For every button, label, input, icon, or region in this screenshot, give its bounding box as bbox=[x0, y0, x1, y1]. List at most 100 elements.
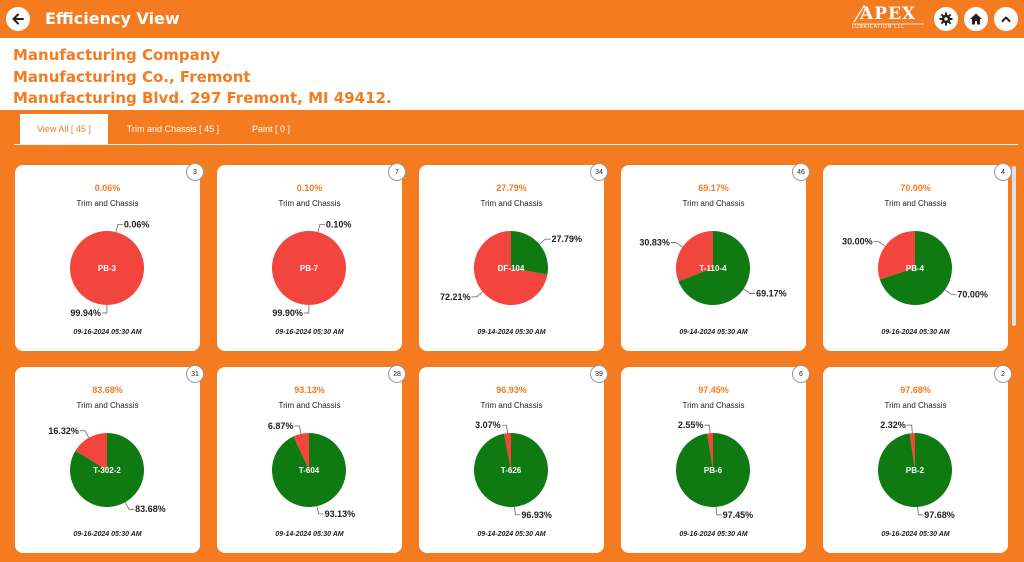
count-badge: 34 bbox=[590, 163, 608, 181]
pie-slice-red bbox=[75, 433, 107, 470]
efficiency-card[interactable]: 4 70.00% Trim and Chassis 70.00% 30.00% PB-4 0… bbox=[823, 163, 1012, 351]
tab-trim-and-chassis[interactable]: Trim and Chassis [ 45 ] bbox=[126, 124, 220, 134]
company-address: Manufacturing Blvd. 297 Fremont, MI 4941… bbox=[13, 89, 392, 107]
red-percent-label: 16.32% bbox=[48, 426, 79, 436]
back-button[interactable] bbox=[6, 7, 30, 31]
logo-tagline: LUBRICATION LLC bbox=[852, 24, 905, 30]
efficiency-percent: 97.68% bbox=[900, 385, 931, 395]
pie-slice-red bbox=[707, 433, 713, 470]
red-percent-label: 99.90% bbox=[272, 308, 303, 318]
efficiency-percent: 0.10% bbox=[296, 183, 323, 193]
pie-slice-red bbox=[474, 231, 548, 305]
efficiency-percent: 0.06% bbox=[94, 183, 121, 193]
category-label: Trim and Chassis bbox=[480, 199, 543, 208]
efficiency-card[interactable]: 34 27.79% Trim and Chassis 27.79% 72.21% DF-1… bbox=[419, 163, 608, 351]
leader-line bbox=[704, 424, 711, 434]
green-percent-label: 0.06% bbox=[124, 219, 150, 229]
leader-line bbox=[670, 242, 683, 248]
timestamp: 09-16-2024 05:30 AM bbox=[73, 531, 142, 538]
filter-tabs: View All [ 45 ] Trim and Chassis [ 45 ] … bbox=[0, 110, 1024, 152]
efficiency-pie-chart: 83.68% 16.32% T-302-2 bbox=[48, 426, 165, 514]
timestamp: 09-14-2024 05:30 AM bbox=[275, 531, 344, 538]
red-percent-label: 30.00% bbox=[842, 237, 873, 247]
leader-line bbox=[514, 506, 521, 516]
red-percent-label: 2.32% bbox=[880, 420, 906, 430]
machine-id-label: T-110-4 bbox=[699, 264, 727, 273]
pie-slice-red bbox=[676, 231, 713, 282]
red-percent-label: 30.83% bbox=[639, 238, 670, 248]
leader-line bbox=[917, 506, 924, 516]
machine-id-label: PB-3 bbox=[98, 264, 117, 273]
category-label: Trim and Chassis bbox=[278, 401, 341, 410]
settings-button[interactable] bbox=[934, 7, 958, 31]
tab-view-all[interactable]: View All [ 45 ] bbox=[20, 114, 108, 144]
efficiency-percent: 83.68% bbox=[92, 385, 123, 395]
category-label: Trim and Chassis bbox=[884, 199, 947, 208]
timestamp: 09-14-2024 05:30 AM bbox=[477, 531, 546, 538]
gear-icon bbox=[939, 12, 953, 26]
leader-line bbox=[303, 304, 310, 314]
category-label: Trim and Chassis bbox=[884, 401, 947, 410]
pie-slice-green bbox=[678, 231, 750, 305]
efficiency-percent: 96.93% bbox=[496, 385, 527, 395]
efficiency-card[interactable]: 46 69.17% Trim and Chassis 69.17% 30.83% T-11… bbox=[621, 163, 810, 351]
pie-slice-red bbox=[909, 433, 915, 470]
efficiency-card[interactable]: 31 83.68% Trim and Chassis 83.68% 16.32% T-30… bbox=[15, 365, 204, 553]
category-label: Trim and Chassis bbox=[480, 401, 543, 410]
count-badge: 4 bbox=[994, 163, 1012, 181]
leader-line bbox=[471, 291, 483, 298]
leader-line bbox=[906, 424, 913, 434]
pie-slice-red bbox=[70, 231, 144, 305]
efficiency-card[interactable]: 7 0.10% Trim and Chassis 0.10% 99.90% PB-7 09-… bbox=[217, 163, 406, 351]
green-percent-label: 97.68% bbox=[924, 510, 955, 520]
efficiency-card[interactable]: 39 96.93% Trim and Chassis 96.93% 3.07% T-626… bbox=[419, 365, 608, 553]
efficiency-card[interactable]: 28 93.13% Trim and Chassis 93.13% 6.87% T-604… bbox=[217, 365, 406, 553]
green-percent-label: 27.79% bbox=[551, 234, 582, 244]
machine-id-label: PB-4 bbox=[906, 264, 925, 273]
category-label: Trim and Chassis bbox=[76, 199, 139, 208]
pie-slice-red bbox=[503, 433, 511, 470]
efficiency-pie-chart: 69.17% 30.83% T-110-4 bbox=[639, 231, 787, 305]
pie-slice-green bbox=[69, 433, 144, 507]
pie-slice-green bbox=[676, 433, 750, 507]
leader-line bbox=[539, 238, 551, 245]
efficiency-pie-chart: 70.00% 30.00% PB-4 bbox=[842, 231, 988, 305]
machine-id-label: T-302-2 bbox=[93, 466, 121, 475]
timestamp: 09-16-2024 05:30 AM bbox=[275, 329, 344, 336]
collapse-button[interactable] bbox=[994, 7, 1018, 31]
tab-paint[interactable]: Paint [ 0 ] bbox=[251, 124, 291, 134]
leader-line bbox=[317, 223, 325, 233]
green-percent-label: 69.17% bbox=[756, 288, 787, 298]
count-badge: 2 bbox=[994, 365, 1012, 383]
tabs-divider bbox=[14, 144, 1018, 145]
apex-logo: APEX LUBRICATION LLC bbox=[850, 4, 926, 32]
machine-id-label: PB-2 bbox=[906, 466, 925, 475]
efficiency-card[interactable]: 6 97.45% Trim and Chassis 97.45% 2.55% PB-6 09… bbox=[621, 365, 810, 553]
efficiency-pie-chart: 97.45% 2.55% PB-6 bbox=[676, 420, 753, 520]
machine-id-label: PB-6 bbox=[704, 466, 723, 475]
category-label: Trim and Chassis bbox=[278, 199, 341, 208]
efficiency-card[interactable]: 3 0.06% Trim and Chassis 0.06% 99.94% PB-3 09-… bbox=[15, 163, 204, 351]
red-percent-label: 3.07% bbox=[475, 420, 501, 430]
pie-slice-green bbox=[474, 433, 548, 507]
efficiency-card[interactable]: 2 97.68% Trim and Chassis 97.68% 2.32% PB-2 09… bbox=[823, 365, 1012, 553]
top-bar: Efficiency View APEX LUBRICATION LLC bbox=[0, 0, 1024, 38]
green-percent-label: 96.93% bbox=[521, 510, 552, 520]
company-header: Manufacturing Company Manufacturing Co.,… bbox=[0, 38, 1024, 110]
machine-id-label: PB-7 bbox=[300, 264, 319, 273]
red-percent-label: 2.55% bbox=[678, 420, 704, 430]
efficiency-percent: 69.17% bbox=[698, 183, 729, 193]
efficiency-pie-chart: 93.13% 6.87% T-604 bbox=[268, 421, 355, 519]
efficiency-percent: 27.79% bbox=[496, 183, 527, 193]
leader-line bbox=[79, 430, 90, 438]
pie-slice-green bbox=[272, 433, 346, 507]
leader-line bbox=[873, 241, 886, 247]
pie-slice-green bbox=[511, 231, 548, 275]
scrollbar[interactable] bbox=[1012, 166, 1016, 326]
pie-slice-red bbox=[293, 433, 309, 470]
leader-line bbox=[501, 424, 508, 434]
home-button[interactable] bbox=[964, 7, 988, 31]
back-arrow-icon bbox=[12, 13, 24, 25]
category-label: Trim and Chassis bbox=[76, 401, 139, 410]
leader-line bbox=[944, 289, 957, 295]
